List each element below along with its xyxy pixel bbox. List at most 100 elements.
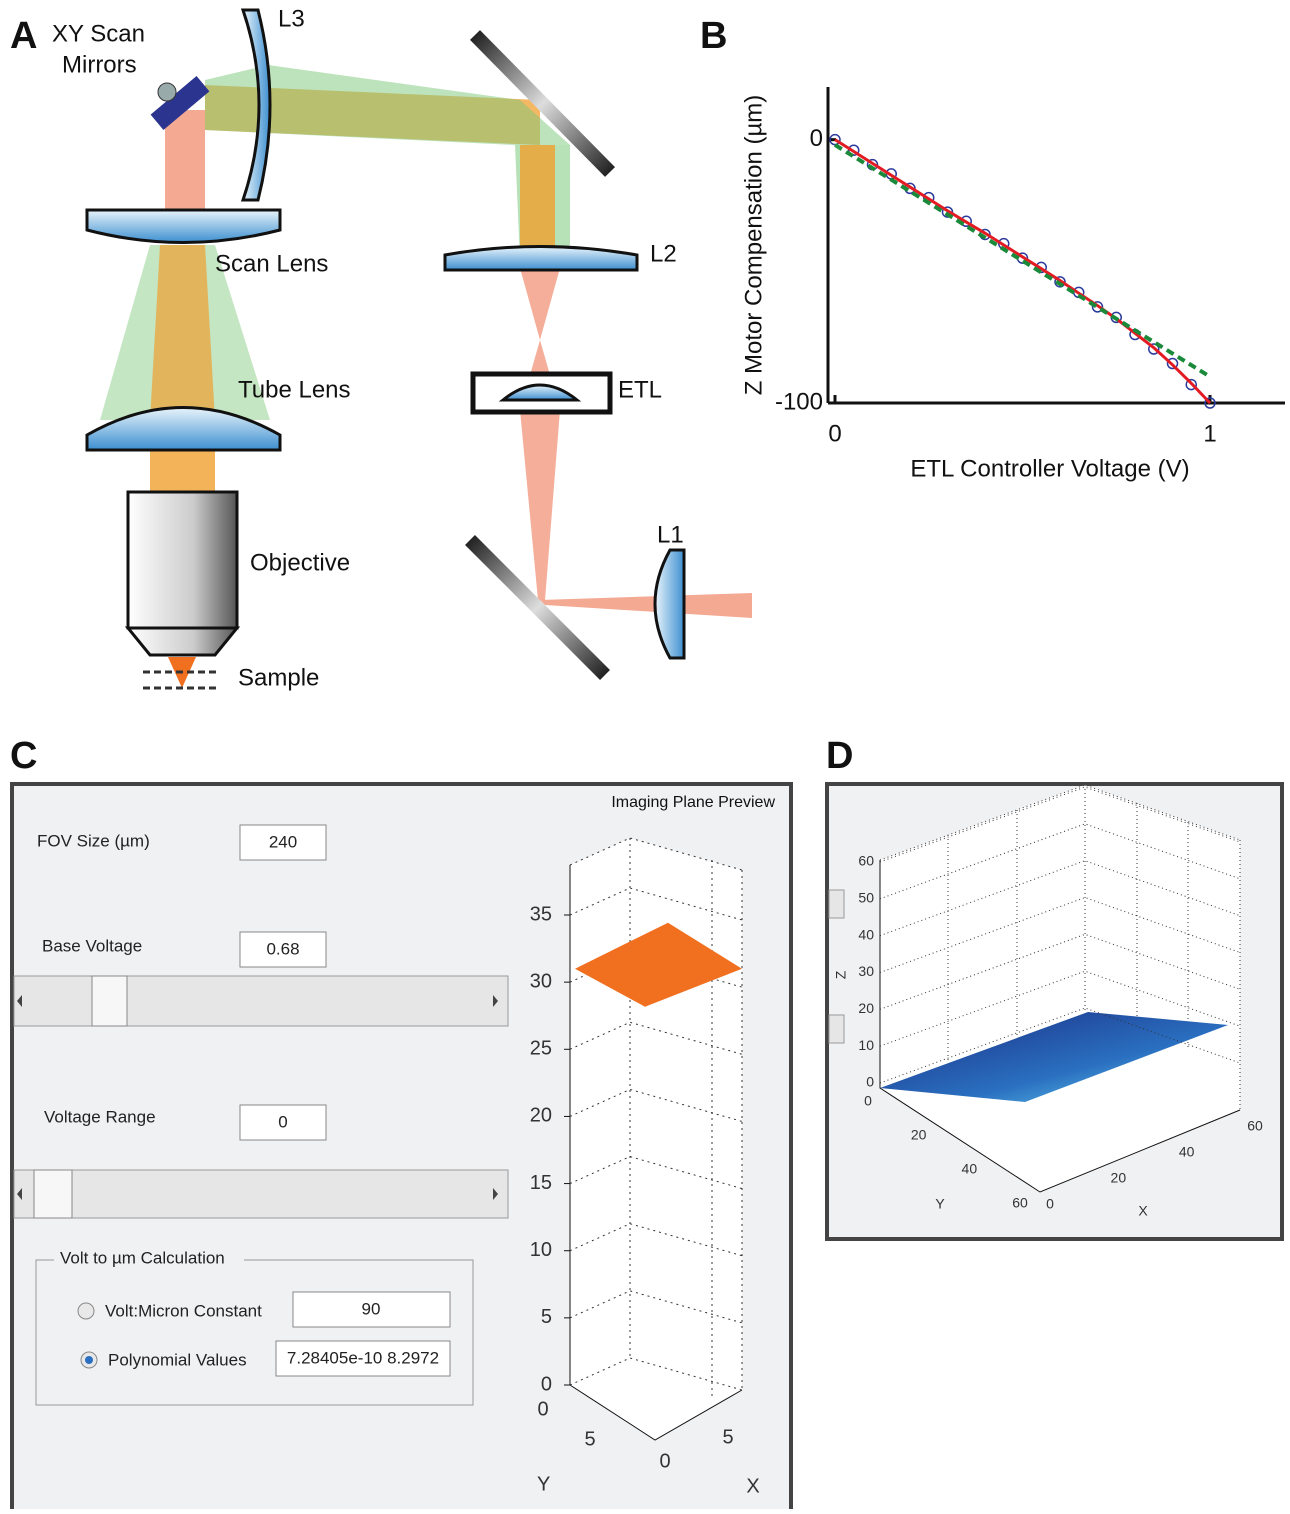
imaging-plane bbox=[575, 922, 742, 1007]
label: Mirrors bbox=[62, 51, 137, 78]
x-tick-label: 0 bbox=[828, 420, 841, 447]
slider[interactable] bbox=[13, 1169, 509, 1219]
y-axis-label: Z Motor Compensation (µm) bbox=[740, 95, 767, 396]
input-value: 240 bbox=[269, 832, 297, 851]
input[interactable] bbox=[239, 824, 327, 861]
beam bbox=[520, 410, 560, 600]
grid-line bbox=[879, 860, 1241, 937]
data-point bbox=[1054, 276, 1066, 288]
objective-tip bbox=[124, 626, 241, 657]
tick-label: 40 bbox=[1179, 1144, 1195, 1160]
axes bbox=[879, 860, 1241, 1193]
tick-label: 10 bbox=[530, 1239, 552, 1261]
panel-letter: B bbox=[700, 15, 727, 57]
field-label: Voltage Range bbox=[44, 1107, 156, 1126]
tick-label: 0 bbox=[1046, 1196, 1054, 1212]
tube-lens bbox=[85, 406, 282, 452]
lens-l2 bbox=[443, 245, 639, 272]
tick-label: 20 bbox=[911, 1127, 927, 1143]
tick-label: 0 bbox=[537, 1398, 548, 1420]
x-tick-label: 1 bbox=[1203, 420, 1216, 447]
tick-label: 60 bbox=[1012, 1195, 1028, 1211]
radio-label: Polynomial Values bbox=[108, 1350, 247, 1369]
tick-label: 60 bbox=[1247, 1118, 1263, 1134]
tick-label: 35 bbox=[530, 903, 552, 925]
grid-line bbox=[879, 1007, 1241, 1084]
radio[interactable] bbox=[77, 1302, 95, 1320]
tick-label: 15 bbox=[530, 1172, 552, 1194]
tick-label: 5 bbox=[584, 1428, 595, 1450]
dashed-line bbox=[833, 143, 1212, 379]
base-axes bbox=[569, 1384, 743, 1441]
data-point bbox=[848, 144, 860, 156]
tick-label: 25 bbox=[530, 1038, 552, 1060]
axis-label: X bbox=[1138, 1203, 1148, 1219]
tick-label: 40 bbox=[858, 926, 874, 942]
x-axis-label: ETL Controller Voltage (V) bbox=[910, 455, 1189, 482]
y-tick-label: 0 bbox=[810, 125, 823, 152]
label: Sample bbox=[238, 664, 319, 691]
beam bbox=[520, 145, 555, 260]
tick-label: 30 bbox=[858, 963, 874, 979]
label: L2 bbox=[650, 240, 677, 267]
input-value: 90 bbox=[362, 1299, 381, 1318]
grid-line bbox=[879, 896, 1241, 973]
panel-d: D Z Y X 0 10 20 30 40 50 60 0 20 40 60 0 20 40 60 bbox=[825, 735, 1284, 1241]
tick-label: 60 bbox=[858, 853, 874, 869]
preview-title: Imaging Plane Preview bbox=[611, 794, 775, 811]
mirror bbox=[465, 535, 610, 680]
panel-letter: C bbox=[10, 735, 37, 777]
scan-mirror-pivot bbox=[157, 82, 177, 102]
grid-line bbox=[879, 823, 1241, 900]
objective bbox=[126, 490, 239, 630]
field-label: FOV Size (µm) bbox=[37, 831, 150, 850]
input[interactable] bbox=[239, 931, 327, 968]
tick-label: 20 bbox=[858, 1000, 874, 1016]
field-label: Base Voltage bbox=[42, 936, 142, 955]
slider-thumb[interactable] bbox=[91, 975, 128, 1027]
beam bbox=[165, 110, 205, 215]
radio-label: Volt:Micron Constant bbox=[105, 1301, 262, 1320]
input[interactable] bbox=[275, 1340, 451, 1377]
data-point bbox=[1185, 378, 1197, 391]
scan-lens bbox=[85, 208, 282, 244]
input-value: 7.28405e-10 8.2972 bbox=[287, 1348, 439, 1367]
lens-l1 bbox=[653, 548, 686, 660]
input[interactable] bbox=[239, 1104, 327, 1141]
tick-label: 20 bbox=[530, 1105, 552, 1127]
input[interactable] bbox=[292, 1291, 451, 1328]
slider[interactable] bbox=[13, 975, 509, 1027]
group-title: Volt to µm Calculation bbox=[60, 1248, 225, 1267]
beam bbox=[150, 245, 215, 420]
tick-label: 50 bbox=[858, 890, 874, 906]
panel-letter: A bbox=[10, 15, 37, 57]
label: XY Scan bbox=[52, 20, 145, 47]
lens-l3 bbox=[240, 8, 272, 202]
axis-label: Z bbox=[833, 970, 849, 979]
grid-line bbox=[879, 970, 1241, 1047]
tick-label: 5 bbox=[541, 1306, 552, 1328]
group-box bbox=[35, 1259, 474, 1406]
beam bbox=[205, 65, 570, 145]
button[interactable] bbox=[828, 889, 845, 919]
data-point bbox=[1204, 397, 1216, 409]
radio-dot bbox=[85, 1356, 93, 1364]
tick-label: 20 bbox=[1111, 1170, 1127, 1186]
grid-line bbox=[879, 933, 1241, 1010]
axis-label: Y bbox=[935, 1196, 945, 1212]
tick-label: 0 bbox=[866, 1074, 874, 1090]
axis-label: Y bbox=[537, 1473, 550, 1495]
slider-thumb[interactable] bbox=[33, 1169, 73, 1219]
button[interactable] bbox=[828, 1014, 845, 1044]
panel-c: C Imaging Plane Preview FOV Size (µm) 24… bbox=[10, 735, 793, 1514]
axis-label: X bbox=[746, 1475, 759, 1497]
scan-mirror bbox=[150, 76, 210, 130]
panel-letter: D bbox=[826, 735, 853, 777]
tick-label: 0 bbox=[864, 1093, 872, 1109]
panel-b: B ETL Controller Voltage (V) Z Motor Com… bbox=[700, 15, 1285, 482]
tick-label: 0 bbox=[659, 1450, 670, 1472]
y-tick-label: -100 bbox=[775, 388, 823, 415]
box-edges bbox=[569, 837, 743, 1400]
